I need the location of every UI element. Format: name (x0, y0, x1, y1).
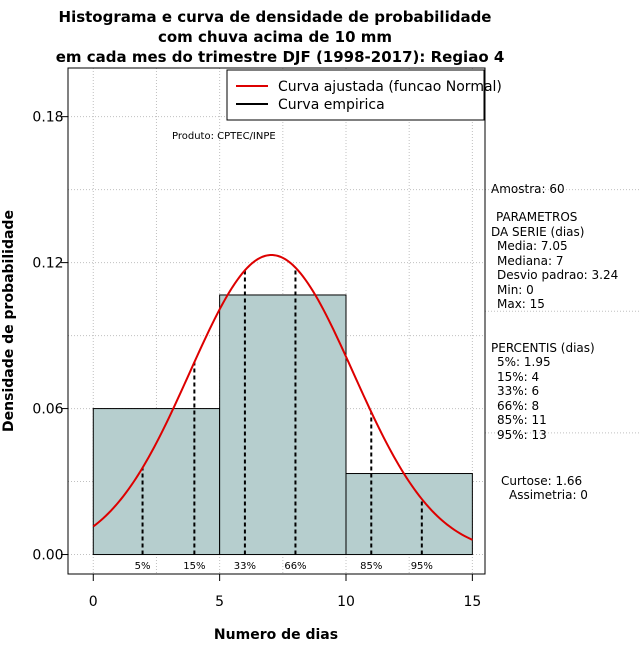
normal-curve-group (92, 254, 473, 541)
percentil-85: 85%: 11 (497, 413, 547, 427)
params-title-1: PARAMETROS (496, 210, 577, 224)
percentile-label-3: 66% (284, 561, 306, 572)
x-tick-label-0: 0 (89, 594, 98, 610)
y-tick-label-3: 0.18 (32, 110, 63, 126)
percentil-5: 5%: 1.95 (497, 355, 551, 369)
normal-curve (92, 254, 473, 541)
percentile-label-0: 5% (135, 561, 151, 572)
legend: Curva ajustada (funcao Normal) Curva emp… (226, 69, 502, 121)
param-mean: Media: 7.05 (497, 239, 568, 253)
percentil-15: 15%: 4 (497, 370, 539, 384)
histogram-bars (92, 294, 473, 556)
percentis-title: PERCENTIS (dias) (491, 341, 595, 355)
y-tick-label-0: 0.00 (32, 548, 63, 564)
x-tick-label-1: 5 (215, 594, 224, 610)
side-panel: Amostra: 60 PARAMETROS DA SERIE (dias) M… (491, 182, 618, 502)
y-tick-label-1: 0.06 (32, 402, 63, 418)
kurtosis: Curtose: 1.66 (501, 474, 582, 488)
product-note: Produto: CPTEC/INPE (172, 131, 276, 142)
percentil-66: 66%: 8 (497, 399, 539, 413)
y-axis: 0.00 0.06 0.12 0.18 (32, 110, 68, 564)
legend-label-fit: Curva ajustada (funcao Normal) (278, 79, 502, 95)
histogram-bar-2 (345, 473, 473, 556)
x-axis: 0 5 10 15 (89, 574, 481, 610)
skewness: Assimetria: 0 (509, 488, 588, 502)
histogram-bar-0 (92, 408, 221, 556)
sample-size: Amostra: 60 (491, 182, 565, 196)
plot-frame (67, 67, 486, 575)
y-axis-label: Densidade de probabilidade (1, 210, 17, 432)
chart-title-line-1: Histograma e curva de densidade de proba… (59, 8, 492, 26)
param-median: Mediana: 7 (497, 254, 564, 268)
percentile-lines (141, 267, 423, 555)
legend-box (226, 69, 485, 121)
legend-label-empirical: Curva empirica (278, 97, 385, 113)
param-max: Max: 15 (497, 297, 545, 311)
percentile-labels: 5% 15% 33% 66% 85% 95% (135, 561, 433, 572)
y-tick-label-2: 0.12 (32, 256, 63, 272)
param-sd: Desvio padrao: 3.24 (497, 268, 618, 282)
x-axis-label: Numero de dias (214, 627, 338, 643)
percentile-label-1: 15% (183, 561, 205, 572)
percentil-95: 95%: 13 (497, 428, 547, 442)
x-tick-label-3: 15 (463, 594, 481, 610)
histogram-bar-1 (219, 294, 347, 556)
percentil-33: 33%: 6 (497, 384, 539, 398)
chart-title-line-2: com chuva acima de 10 mm (158, 28, 392, 46)
percentile-label-4: 85% (360, 561, 382, 572)
chart-title-line-3: em cada mes do trimestre DJF (1998-2017)… (56, 48, 505, 66)
percentile-label-5: 95% (411, 561, 433, 572)
params-title-2: DA SERIE (dias) (491, 225, 584, 239)
x-tick-label-2: 10 (337, 594, 355, 610)
param-min: Min: 0 (497, 283, 534, 297)
percentile-label-2: 33% (234, 561, 256, 572)
